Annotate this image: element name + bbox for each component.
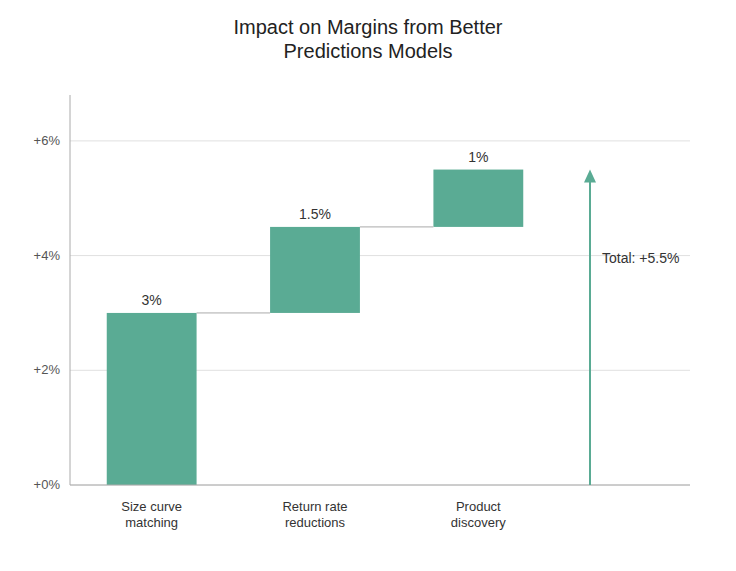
y-tick-label: +0% xyxy=(34,477,61,492)
connector xyxy=(197,312,271,313)
x-tick-label: Productdiscovery xyxy=(451,499,506,530)
grid-line xyxy=(70,255,690,256)
chart-container: Impact on Margins from BetterPredictions… xyxy=(0,0,736,571)
background xyxy=(0,0,736,571)
grid-line xyxy=(70,485,690,486)
grid-line xyxy=(70,140,690,141)
annotation: Total: +5.5% xyxy=(602,250,679,266)
bar xyxy=(433,170,523,227)
x-tick-label: Return ratereductions xyxy=(282,499,347,530)
y-axis-line xyxy=(70,95,71,485)
data-label: 3% xyxy=(142,292,162,308)
bar xyxy=(270,227,360,313)
arrow-head xyxy=(584,170,596,183)
y-tick-label: +4% xyxy=(34,248,61,263)
data-label: 1.5% xyxy=(299,206,331,222)
title: Impact on Margins from BetterPredictions… xyxy=(234,16,503,62)
chart: Impact on Margins from BetterPredictions… xyxy=(0,0,736,571)
x-tick-label: Size curvematching xyxy=(121,499,182,530)
grid xyxy=(70,141,690,485)
bar xyxy=(107,313,197,485)
arrow-shaft xyxy=(589,182,591,485)
y-tick-label: +6% xyxy=(34,133,61,148)
total-arrow xyxy=(584,170,596,485)
connector xyxy=(360,226,434,227)
y-tick-label: +2% xyxy=(34,362,61,377)
baseline xyxy=(70,485,690,486)
bars xyxy=(107,170,524,485)
data-label: 1% xyxy=(468,149,488,165)
